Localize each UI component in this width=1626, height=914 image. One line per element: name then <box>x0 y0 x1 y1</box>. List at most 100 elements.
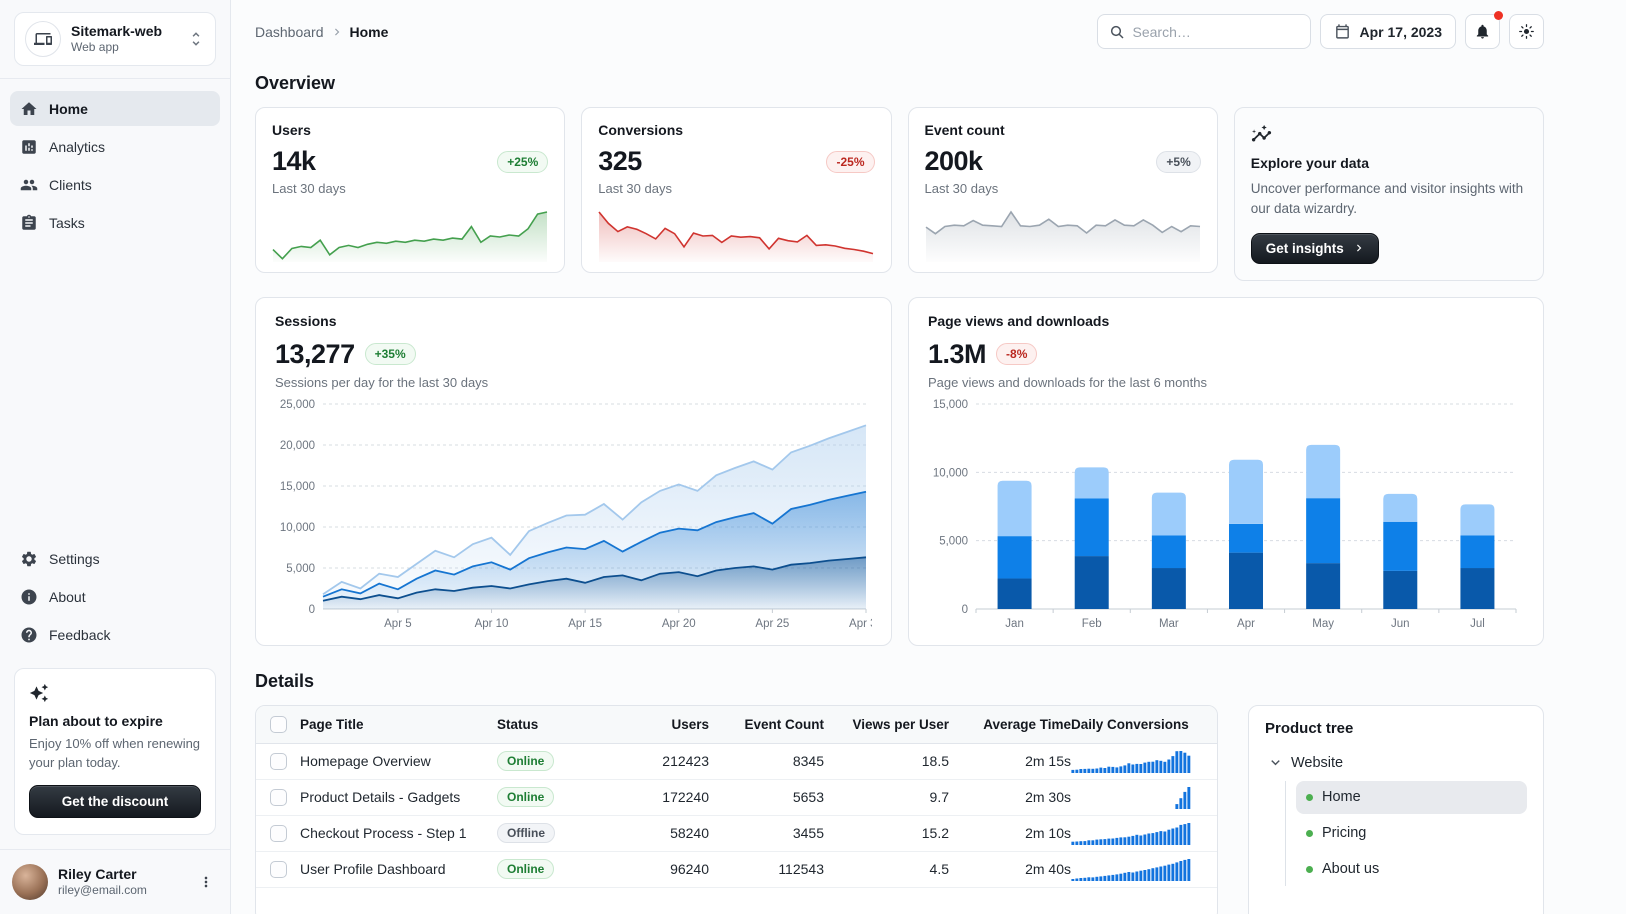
cell-users: 58240 <box>670 825 709 841</box>
stat-delta-badge: +25% <box>497 150 549 173</box>
stat-card-users[interactable]: Users 14k +25% Last 30 days <box>255 107 566 273</box>
col-event-count[interactable]: Event Count <box>744 716 825 732</box>
svg-text:0: 0 <box>309 604 315 616</box>
stat-delta-badge: -25% <box>826 150 875 173</box>
cell-views-per-user: 15.2 <box>921 825 949 841</box>
date-label: Apr 17, 2023 <box>1359 23 1443 40</box>
col-users[interactable]: Users <box>671 716 709 732</box>
svg-text:Jul: Jul <box>1470 618 1485 630</box>
stat-card-conversions[interactable]: Conversions 325 -25% Last 30 days <box>581 107 892 273</box>
tree-item-website[interactable]: Website <box>1265 747 1527 779</box>
sun-icon <box>1518 23 1535 40</box>
notifications-button[interactable] <box>1465 11 1503 49</box>
stat-value: 14k <box>272 146 316 176</box>
svg-text:Apr 15: Apr 15 <box>568 618 602 630</box>
chevron-right-icon <box>330 25 344 39</box>
row-checkbox[interactable] <box>269 788 287 806</box>
get-discount-button[interactable]: Get the discount <box>29 785 201 818</box>
plan-card-title: Plan about to expire <box>29 713 163 730</box>
cell-views-per-user: 18.5 <box>921 753 949 769</box>
col-daily-conversions[interactable]: Daily Conversions <box>1071 716 1189 732</box>
col-page-title[interactable]: Page Title <box>300 716 364 732</box>
svg-text:Apr 10: Apr 10 <box>475 618 509 630</box>
table-row[interactable]: Product Details - Gadgets Online 172240 … <box>256 780 1217 816</box>
table-row[interactable]: User Profile Dashboard Online 96240 1125… <box>256 852 1217 888</box>
nav-label: Settings <box>49 550 100 567</box>
charts-grid: Sessions 13,277 +35% Sessions per day fo… <box>255 296 1544 646</box>
search-box <box>1096 14 1314 49</box>
svg-text:Jan: Jan <box>1005 618 1024 630</box>
sessions-value: 13,277 <box>275 338 355 369</box>
tree-item-home[interactable]: Home <box>1296 780 1527 814</box>
cell-users: 96240 <box>670 861 709 877</box>
workspace-name: Sitemark-web <box>71 22 163 39</box>
pageviews-bar-chart: 0 5,000 10,000 15,000 Jan Feb Mar Apr May Jun Jul <box>928 396 1524 633</box>
get-insights-button[interactable]: Get insights <box>1250 232 1379 264</box>
tree-item-about-us[interactable]: About us <box>1296 853 1527 886</box>
home-icon <box>20 100 38 118</box>
sparkle-icon <box>29 683 201 703</box>
cell-users: 172240 <box>662 789 709 805</box>
user-email: riley@email.com <box>58 883 147 898</box>
table-row-partial <box>256 888 1217 914</box>
notification-badge <box>1494 11 1503 20</box>
row-checkbox[interactable] <box>269 860 287 878</box>
plan-expire-card: Plan about to expire Enjoy 10% off when … <box>14 668 216 835</box>
tree-item-pricing[interactable]: Pricing <box>1296 817 1527 850</box>
workspace-type: Web app <box>71 40 119 55</box>
sidebar-item-home[interactable]: Home <box>10 91 220 126</box>
sidebar-item-feedback[interactable]: Feedback <box>10 617 220 652</box>
overview-title: Overview <box>255 73 336 93</box>
col-status[interactable]: Status <box>497 716 539 732</box>
cell-page-title: Homepage Overview <box>300 753 431 769</box>
pageviews-delta-badge: -8% <box>996 343 1038 365</box>
user-footer: Riley Carter riley@email.com <box>0 849 230 914</box>
cell-event-count: 5653 <box>792 789 824 805</box>
cell-users: 212423 <box>662 753 709 769</box>
stat-value: 325 <box>598 146 642 176</box>
row-checkbox[interactable] <box>269 824 287 842</box>
table-header-row: Page Title Status Users Event Count View… <box>256 705 1217 744</box>
sidebar-item-about[interactable]: About <box>10 579 220 614</box>
stat-card-event-count[interactable]: Event count 200k +5% Last 30 days <box>907 107 1218 273</box>
svg-text:Apr 20: Apr 20 <box>662 618 696 630</box>
sidebar-item-tasks[interactable]: Tasks <box>10 205 220 240</box>
sidebar-item-settings[interactable]: Settings <box>10 541 220 576</box>
stat-title: Event count <box>924 122 1005 138</box>
sidebar-item-analytics[interactable]: Analytics <box>10 129 220 164</box>
row-checkbox[interactable] <box>269 752 287 770</box>
unfold-more-icon <box>187 30 205 48</box>
nav-label: Feedback <box>49 626 111 643</box>
pageviews-value: 1.3M <box>928 338 987 369</box>
sessions-chart-card: Sessions 13,277 +35% Sessions per day fo… <box>255 296 892 646</box>
svg-text:15,000: 15,000 <box>280 481 315 493</box>
svg-text:May: May <box>1312 618 1334 630</box>
search-input[interactable] <box>1132 23 1314 40</box>
sessions-area-chart: 0 5,000 10,000 15,000 20,000 25,000 Apr 5 Apr 1… <box>275 396 872 633</box>
theme-toggle-button[interactable] <box>1509 14 1544 49</box>
col-average-time[interactable]: Average Time <box>983 716 1071 732</box>
details-table: Page Title Status Users Event Count View… <box>255 704 1218 914</box>
breadcrumb-home: Home <box>349 23 389 40</box>
sidebar-nav: Home Analytics Clients Tasks <box>0 79 230 240</box>
cell-event-count: 112543 <box>778 861 824 877</box>
svg-text:10,000: 10,000 <box>280 522 315 534</box>
pageviews-caption: Page views and downloads for the last 6 … <box>928 374 1207 390</box>
breadcrumb-dashboard[interactable]: Dashboard <box>255 23 324 40</box>
daily-conversions-sparkline <box>1071 821 1191 845</box>
select-all-checkbox[interactable] <box>269 715 287 733</box>
explore-card-title: Explore your data <box>1250 155 1370 171</box>
user-menu-button[interactable] <box>194 870 218 894</box>
analytics-icon <box>20 138 38 156</box>
col-views-per-user[interactable]: Views per User <box>852 716 949 732</box>
tree-root-label: Website <box>1291 754 1344 771</box>
workspace-select[interactable]: Sitemark-web Web app <box>14 12 216 66</box>
date-picker-button[interactable]: Apr 17, 2023 <box>1319 14 1456 49</box>
sidebar-item-clients[interactable]: Clients <box>10 167 220 202</box>
tree-children: Home Pricing About us <box>1285 780 1527 886</box>
sessions-chart-title: Sessions <box>275 312 337 329</box>
table-row[interactable]: Checkout Process - Step 1 Offline 58240 … <box>256 816 1217 852</box>
table-row[interactable]: Homepage Overview Online 212423 8345 18.… <box>256 744 1217 780</box>
cell-page-title: User Profile Dashboard <box>300 861 446 877</box>
chevron-down-icon <box>1267 754 1284 771</box>
